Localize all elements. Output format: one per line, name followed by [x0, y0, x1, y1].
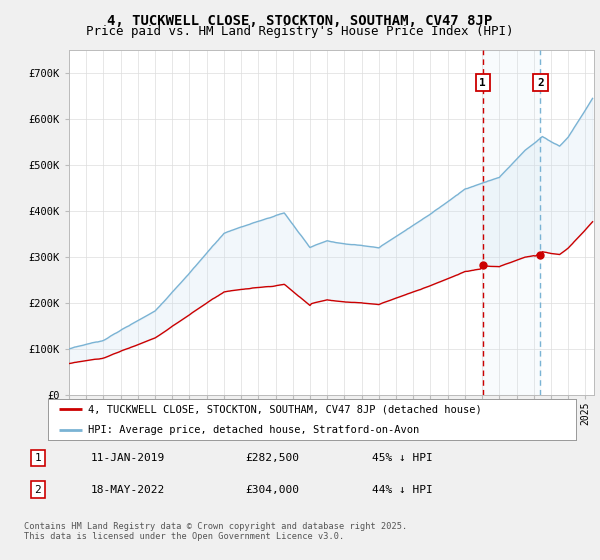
Text: 1: 1	[479, 77, 486, 87]
Text: HPI: Average price, detached house, Stratford-on-Avon: HPI: Average price, detached house, Stra…	[88, 424, 419, 435]
Text: 2: 2	[34, 485, 41, 495]
Bar	[483, 50, 540, 395]
Text: £304,000: £304,000	[245, 485, 299, 495]
Text: Contains HM Land Registry data © Crown copyright and database right 2025.
This d: Contains HM Land Registry data © Crown c…	[24, 522, 407, 542]
Text: 45% ↓ HPI: 45% ↓ HPI	[372, 453, 433, 463]
Text: 44% ↓ HPI: 44% ↓ HPI	[372, 485, 433, 495]
Text: 2: 2	[537, 77, 544, 87]
Text: 4, TUCKWELL CLOSE, STOCKTON, SOUTHAM, CV47 8JP (detached house): 4, TUCKWELL CLOSE, STOCKTON, SOUTHAM, CV…	[88, 404, 481, 414]
Text: Price paid vs. HM Land Registry's House Price Index (HPI): Price paid vs. HM Land Registry's House …	[86, 25, 514, 38]
Text: 1: 1	[34, 453, 41, 463]
Text: 18-MAY-2022: 18-MAY-2022	[90, 485, 164, 495]
Text: 4, TUCKWELL CLOSE, STOCKTON, SOUTHAM, CV47 8JP: 4, TUCKWELL CLOSE, STOCKTON, SOUTHAM, CV…	[107, 14, 493, 28]
Text: 11-JAN-2019: 11-JAN-2019	[90, 453, 164, 463]
Text: £282,500: £282,500	[245, 453, 299, 463]
